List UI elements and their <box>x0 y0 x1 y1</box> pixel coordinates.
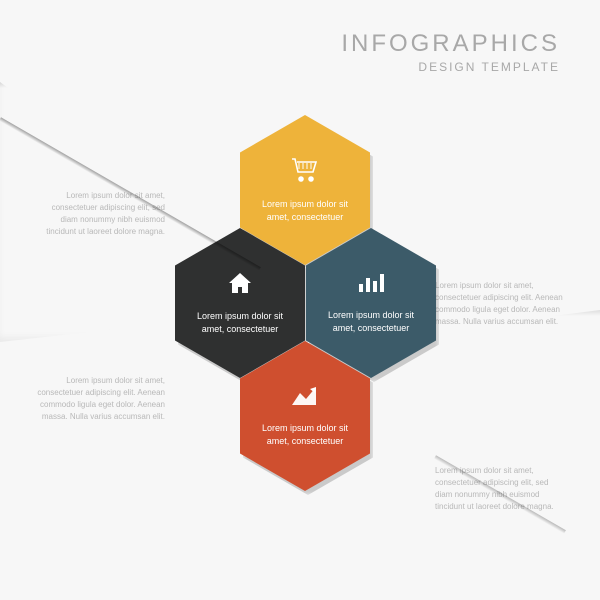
home-icon <box>227 271 253 300</box>
hex-bottom-line1: Lorem ipsum dolor sit <box>262 422 348 434</box>
hex-top-line2: amet, consectetuer <box>267 211 344 223</box>
hex-bottom-line2: amet, consectetuer <box>267 435 344 447</box>
page-subtitle: DESIGN TEMPLATE <box>341 60 560 74</box>
hex-left-line2: amet, consectetuer <box>202 323 279 335</box>
hex-top-line1: Lorem ipsum dolor sit <box>262 198 348 210</box>
description-top-left: Lorem ipsum dolor sit amet, consectetuer… <box>35 190 165 238</box>
header: INFOGRAPHICS DESIGN TEMPLATE <box>341 30 560 74</box>
description-bottom-left: Lorem ipsum dolor sit amet, consectetuer… <box>35 375 165 423</box>
cart-icon <box>290 157 320 188</box>
description-bottom-right: Lorem ipsum dolor sit amet, consectetuer… <box>435 465 565 513</box>
page-title: INFOGRAPHICS <box>341 30 560 58</box>
growth-icon <box>290 385 320 412</box>
hex-right-line2: amet, consectetuer <box>333 322 410 334</box>
description-top-right: Lorem ipsum dolor sit amet, consectetuer… <box>435 280 565 328</box>
hex-right-line1: Lorem ipsum dolor sit <box>328 309 414 321</box>
hex-left-line1: Lorem ipsum dolor sit <box>197 310 283 322</box>
bars-icon <box>357 272 385 299</box>
